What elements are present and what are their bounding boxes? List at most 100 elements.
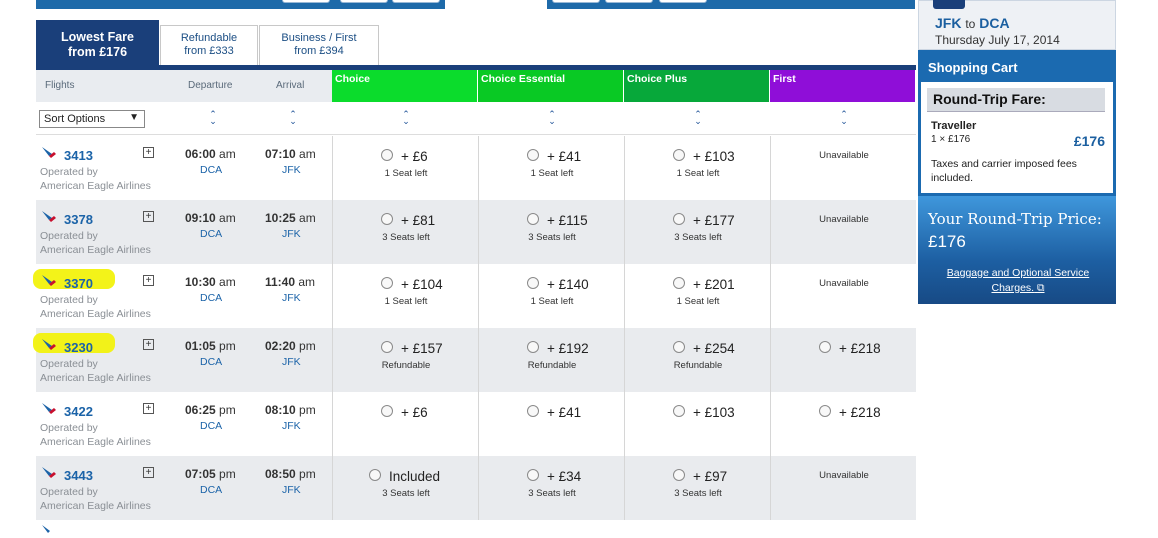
flight-info-cell: 3422 + Operated by American Eagle Airlines — [36, 392, 172, 456]
arrival-airport: JFK — [282, 356, 301, 368]
route-from: JFK — [935, 15, 962, 31]
flight-row: 3230 + Operated by American Eagle Airlines 0… — [33, 328, 916, 392]
top-button[interactable] — [659, 0, 707, 3]
baggage-link-text: Baggage and Optional Service Charges. — [946, 267, 1090, 294]
flight-number-link[interactable]: 3230 — [64, 340, 93, 355]
expand-details-icon[interactable]: + — [143, 275, 154, 286]
sort-choice-essential-icon[interactable]: ⌃ ⌄ — [548, 109, 556, 126]
flight-number-link[interactable]: 3378 — [64, 212, 93, 227]
your-price-value: £176 — [928, 232, 966, 251]
fare-radio[interactable] — [673, 213, 685, 225]
fare-radio[interactable] — [673, 277, 685, 289]
shopping-cart: Shopping Cart Round-Trip Fare: Traveller… — [918, 50, 1116, 196]
fare-note: 3 Seats left — [674, 488, 722, 499]
fare-radio[interactable] — [527, 341, 539, 353]
fare-radio[interactable] — [819, 341, 831, 353]
sort-choice-icon[interactable]: ⌃ ⌄ — [402, 109, 410, 126]
top-button[interactable] — [605, 0, 653, 3]
tab-lowest-fare[interactable]: Lowest Fare from £176 — [36, 20, 159, 65]
sort-label: Sort Options — [44, 113, 106, 125]
arrival-ampm: am — [299, 147, 316, 161]
fare-note: 1 Seat left — [384, 168, 428, 179]
fare-cell: + £104 1 Seat left — [332, 264, 478, 328]
top-button[interactable] — [282, 0, 330, 3]
cabin-choice: Choice — [332, 70, 478, 102]
sort-departure-icon[interactable]: ⌃ ⌄ — [209, 109, 217, 126]
fare-cell: Unavailable — [770, 200, 916, 264]
flight-number-link[interactable]: 3370 — [64, 276, 93, 291]
fare-cell: + £34 3 Seats left — [478, 456, 624, 520]
flight-row: 3422 + Operated by American Eagle Airlines 0… — [36, 392, 916, 456]
header-bar — [36, 70, 332, 102]
flight-number-link[interactable]: 3422 — [64, 404, 93, 419]
fare-unavailable: Unavailable — [819, 214, 869, 225]
tab-refundable[interactable]: Refundable from £333 — [160, 25, 258, 65]
fare-cell: + £97 3 Seats left — [624, 456, 770, 520]
fare-radio[interactable] — [369, 469, 381, 481]
route-to-word: to — [965, 17, 976, 31]
arrival-clock: 02:20 — [265, 339, 296, 353]
header-flights: Flights — [45, 80, 75, 91]
departure-airport: DCA — [200, 228, 223, 240]
dropdown-arrow-icon: ▼ — [129, 112, 139, 123]
sort-choice-plus-icon[interactable]: ⌃ ⌄ — [694, 109, 702, 126]
fare-radio[interactable] — [381, 341, 393, 353]
top-button[interactable] — [340, 0, 388, 3]
fare-radio[interactable] — [819, 405, 831, 417]
flight-row: 3443 + Operated by American Eagle Airlines 0… — [36, 456, 916, 520]
arrival-airport: JFK — [282, 292, 301, 304]
expand-details-icon[interactable]: + — [143, 147, 154, 158]
fare-radio[interactable] — [381, 405, 393, 417]
top-button[interactable] — [552, 0, 600, 3]
fare-radio[interactable] — [527, 469, 539, 481]
fare-radio[interactable] — [527, 405, 539, 417]
fare-cell: + £6 — [332, 392, 478, 456]
expand-details-icon[interactable]: + — [143, 403, 154, 414]
operated-by-label: Operated by — [40, 230, 98, 242]
sort-first-icon[interactable]: ⌃ ⌄ — [840, 109, 848, 126]
top-button[interactable] — [392, 0, 440, 3]
fare-radio[interactable] — [527, 149, 539, 161]
departure-airport: DCA — [200, 164, 223, 176]
fare-radio[interactable] — [527, 277, 539, 289]
expand-details-icon[interactable]: + — [143, 339, 154, 350]
arrival-clock: 10:25 — [265, 211, 296, 225]
expand-details-icon[interactable]: + — [143, 467, 154, 478]
fare-radio[interactable] — [381, 213, 393, 225]
departure-airport: DCA — [200, 484, 223, 496]
operated-by: Operated by American Eagle Airlines — [40, 229, 151, 257]
flight-number-link[interactable]: 3413 — [64, 148, 93, 163]
round-trip-price-box: Your Round-Trip Price: £176 Baggage and … — [918, 196, 1116, 304]
arrival-time: 11:40 am — [265, 275, 315, 289]
fare-radio[interactable] — [673, 341, 685, 353]
fare-radio[interactable] — [673, 469, 685, 481]
departure-time: 06:00 am — [185, 147, 236, 161]
sort-options-select[interactable]: Sort Options ▼ — [39, 110, 145, 128]
your-price-label: Your Round-Trip Price: — [928, 210, 1102, 228]
operator-name: American Eagle Airlines — [40, 500, 151, 512]
fare-cell: + £192 Refundable — [478, 328, 624, 392]
airline-logo-icon — [42, 339, 56, 350]
expand-details-icon[interactable]: + — [143, 211, 154, 222]
fare-radio[interactable] — [527, 213, 539, 225]
fare-radio[interactable] — [673, 405, 685, 417]
fare-radio[interactable] — [381, 277, 393, 289]
fare-radio[interactable] — [381, 149, 393, 161]
traveller-count: 1 × £176 — [931, 134, 971, 145]
fare-radio[interactable] — [673, 149, 685, 161]
next-arrow-icon[interactable] — [933, 0, 965, 9]
fare-cell: + £201 1 Seat left — [624, 264, 770, 328]
fare-price: + £103 — [693, 149, 735, 164]
arrival-airport: JFK — [282, 420, 301, 432]
fare-note: 3 Seats left — [528, 488, 576, 499]
flight-number-link[interactable]: 3443 — [64, 468, 93, 483]
baggage-charges-link[interactable]: Baggage and Optional Service Charges. ⧉ — [928, 266, 1108, 296]
fare-unavailable: Unavailable — [819, 470, 869, 481]
fare-cell: + £41 — [478, 392, 624, 456]
airline-logo-icon — [42, 403, 56, 414]
operated-by: Operated by American Eagle Airlines — [40, 421, 151, 449]
sort-arrival-icon[interactable]: ⌃ ⌄ — [289, 109, 297, 126]
arrival-ampm: pm — [299, 403, 316, 417]
flight-row: 3378 + Operated by American Eagle Airlines 0… — [36, 200, 916, 264]
tab-business-first[interactable]: Business / First from £394 — [259, 25, 379, 65]
